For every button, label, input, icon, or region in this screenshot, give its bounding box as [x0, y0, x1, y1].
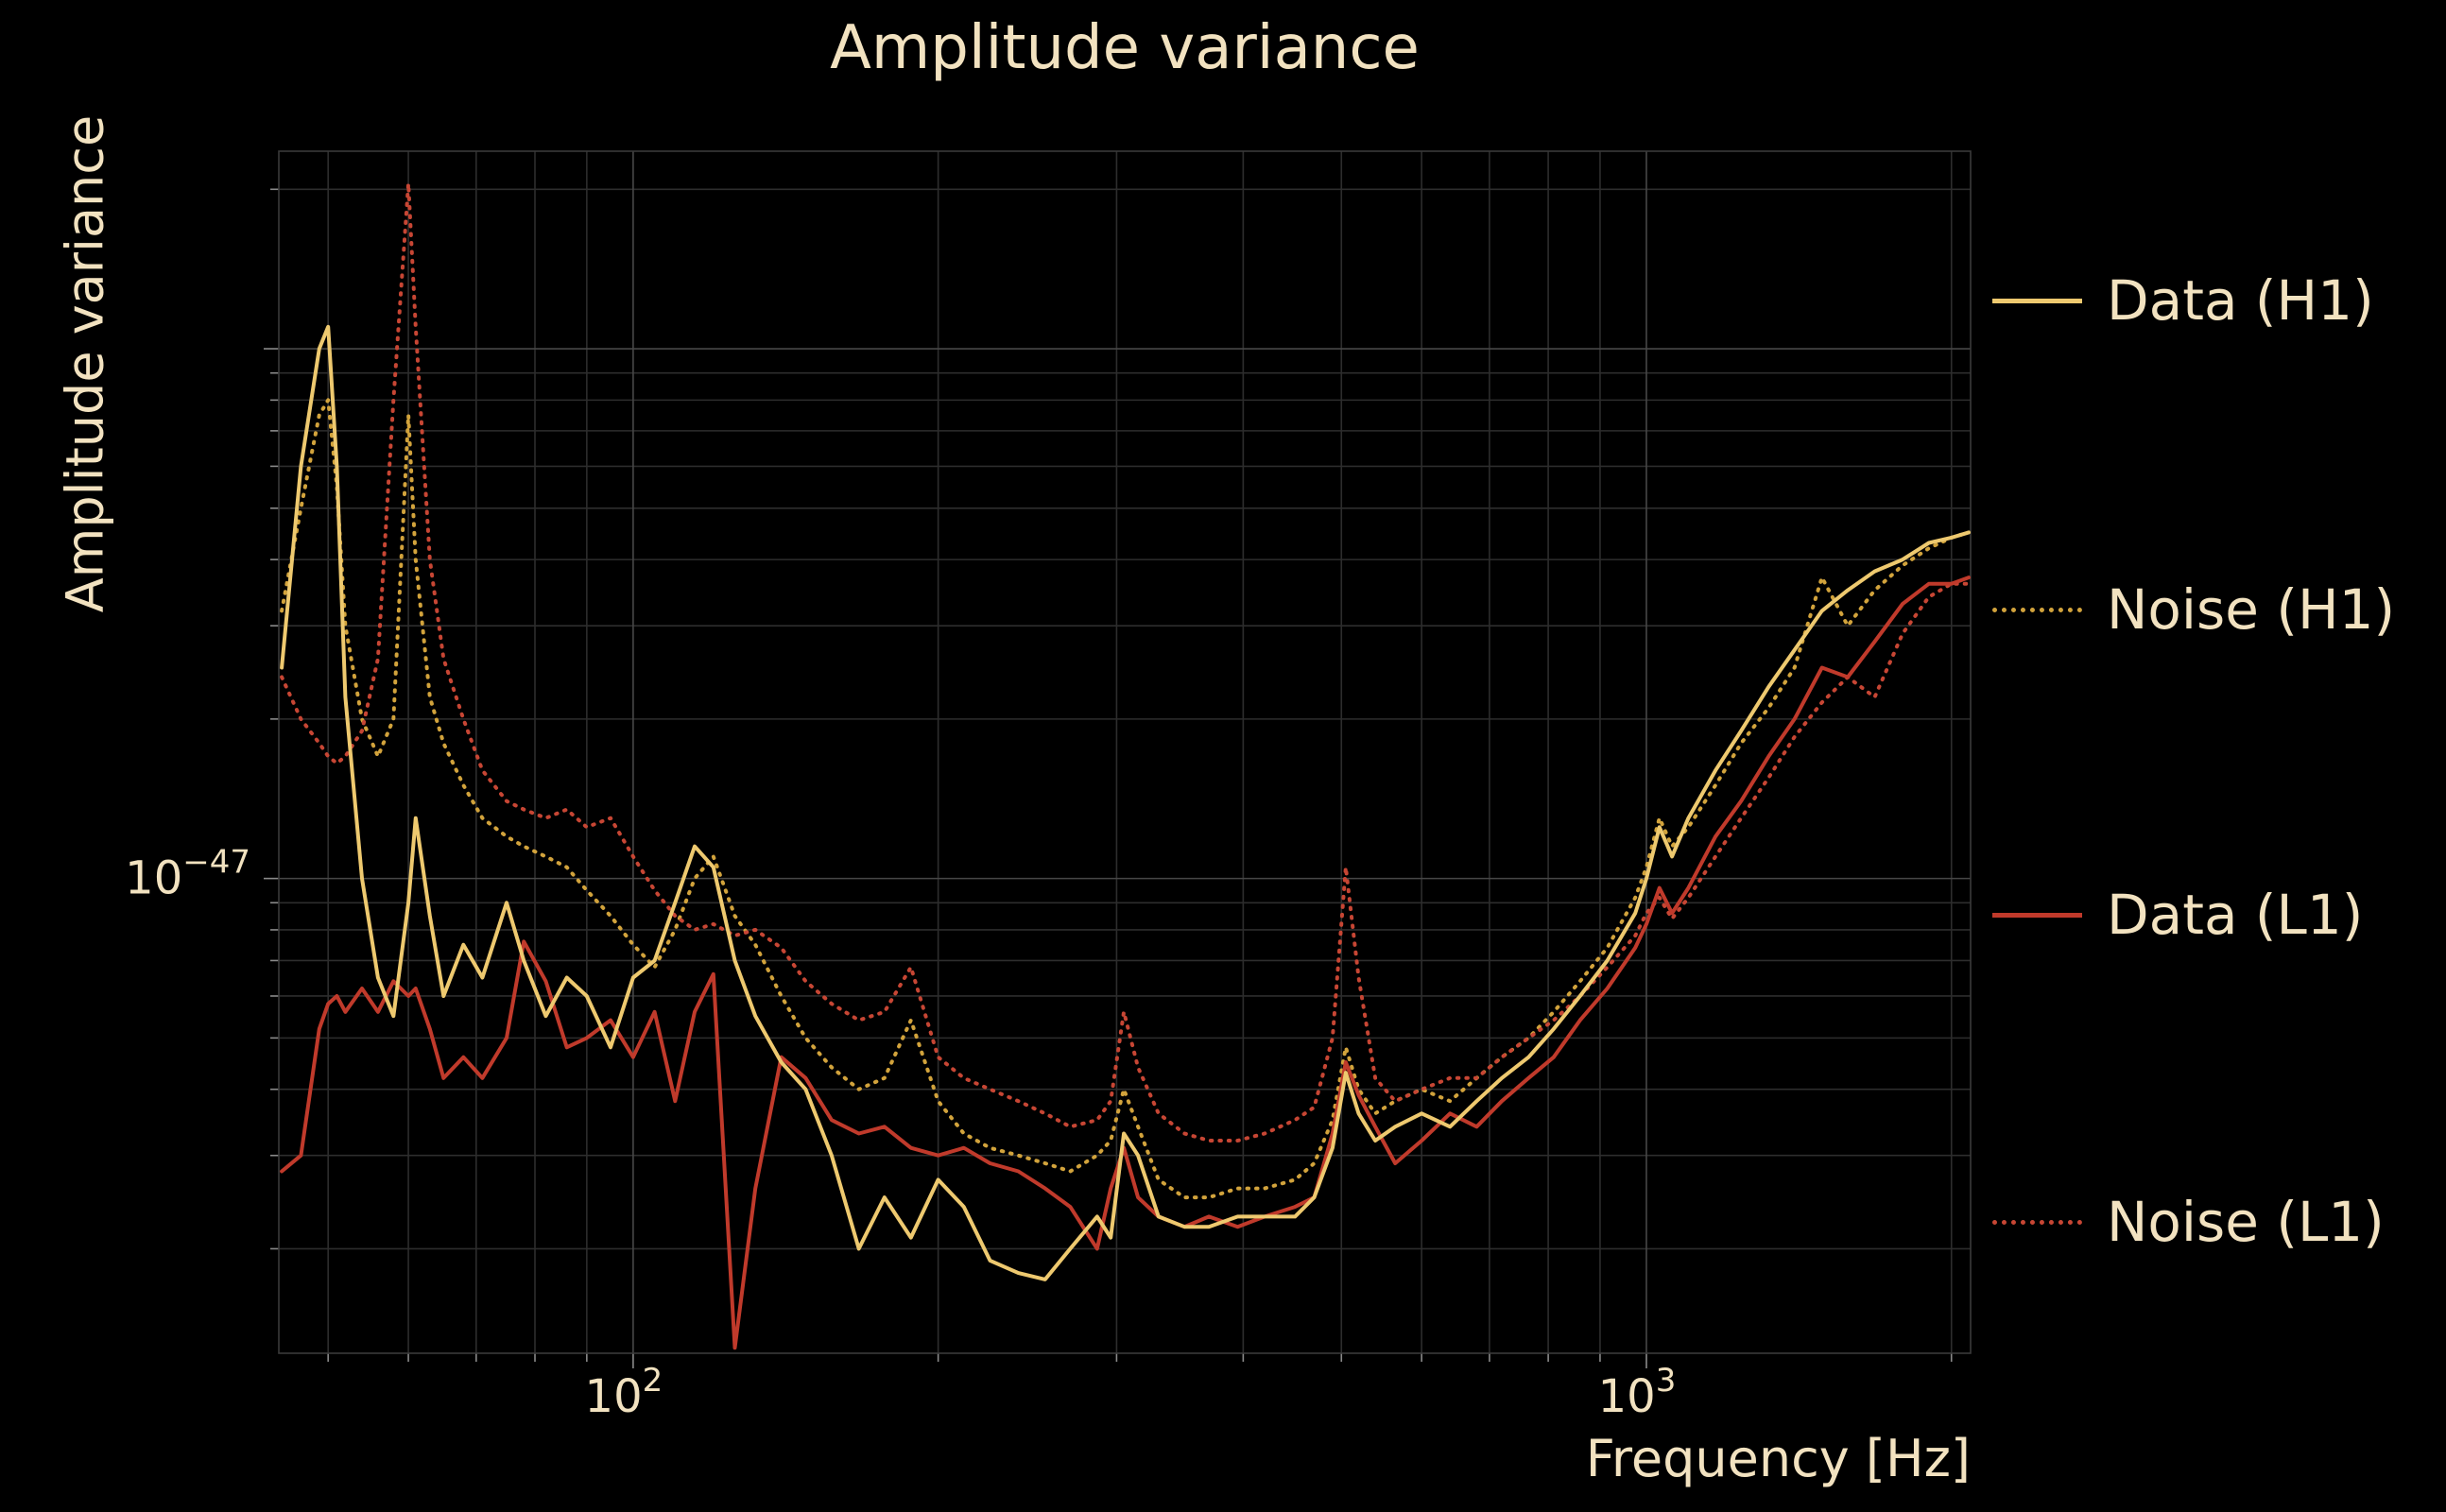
legend-line-sample-noise-h1 — [1992, 607, 2082, 612]
x-axis-label: Frequency [Hz] — [1585, 1429, 1971, 1488]
legend-line-sample-data-h1 — [1992, 298, 2082, 303]
legend-entry-data-l1: Data (L1) — [1992, 882, 2363, 948]
plot-frame — [278, 150, 1972, 1354]
y-tick-label: 10−47 — [125, 844, 250, 905]
chart-title: Amplitude variance — [830, 13, 1420, 83]
legend-line-sample-noise-l1 — [1992, 1219, 2082, 1225]
series-noise-l1- — [280, 181, 1971, 1143]
legend-label-data-l1: Data (L1) — [2107, 883, 2364, 947]
legend-label-noise-l1: Noise (L1) — [2107, 1190, 2385, 1254]
legend-entry-noise-h1: Noise (H1) — [1992, 576, 2395, 643]
legend-entry-noise-l1: Noise (L1) — [1992, 1189, 2385, 1255]
legend-label-data-h1: Data (H1) — [2107, 268, 2374, 333]
series-data-l1- — [280, 576, 1971, 1350]
legend-entry-data-h1: Data (H1) — [1992, 267, 2374, 334]
x-tick-label: 102 — [585, 1362, 663, 1423]
x-tick-label: 103 — [1598, 1362, 1677, 1423]
legend-label-noise-h1: Noise (H1) — [2107, 577, 2396, 642]
series-data-h1- — [280, 324, 1971, 1281]
legend-line-sample-data-l1 — [1992, 912, 2082, 918]
